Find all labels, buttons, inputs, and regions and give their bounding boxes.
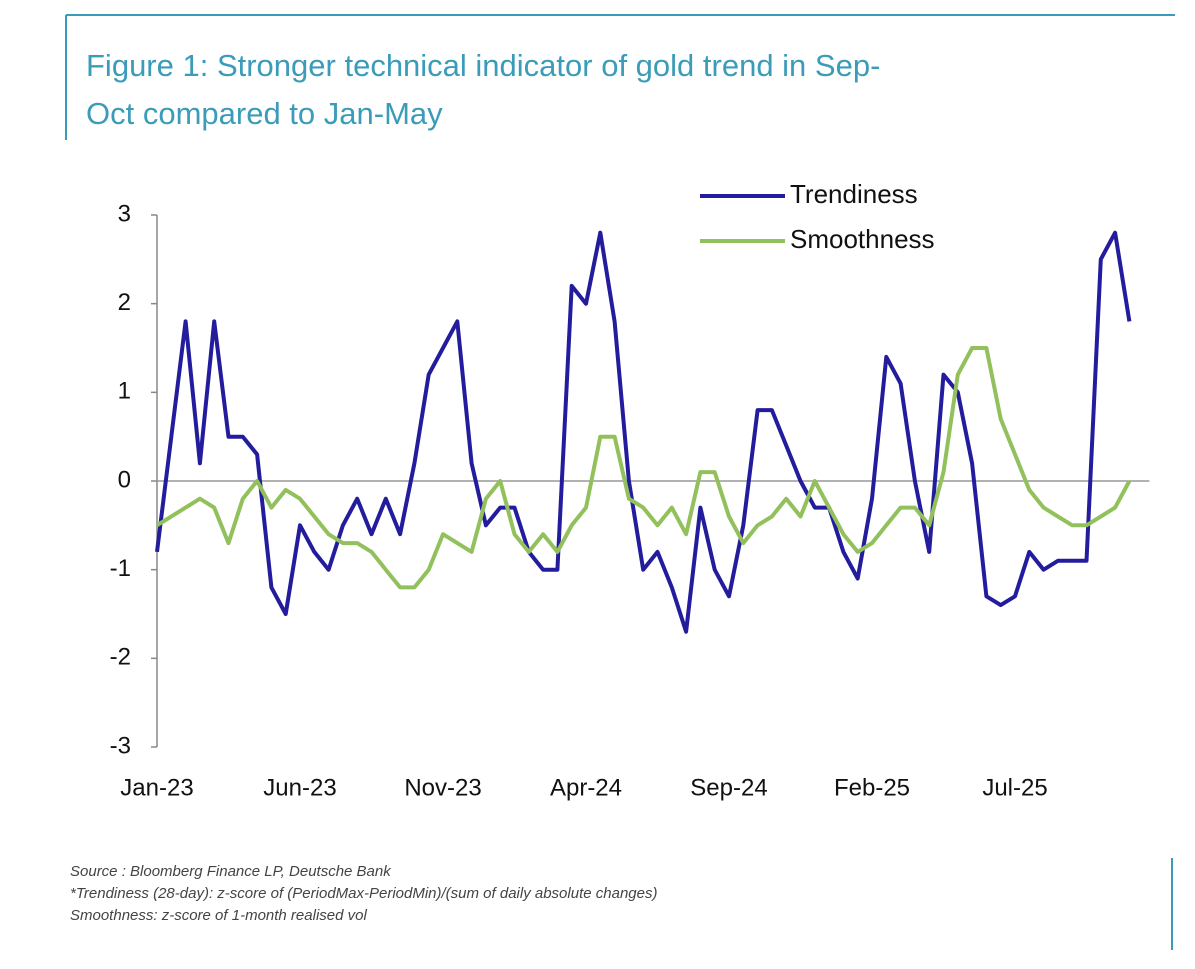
y-tick-label: 2 <box>118 289 131 316</box>
x-tick-label: Sep-24 <box>690 774 767 801</box>
x-tick-label: Apr-24 <box>550 774 622 801</box>
x-tick-label: Jul-25 <box>982 774 1047 801</box>
x-tick-label: Jun-23 <box>263 774 336 801</box>
legend-label: Trendiness <box>790 179 918 209</box>
source-note: Source : Bloomberg Finance LP, Deutsche … <box>70 863 392 880</box>
x-tick-label: Jan-23 <box>120 774 193 801</box>
x-tick-label: Feb-25 <box>834 774 910 801</box>
series-line <box>155 346 1132 590</box>
series-line <box>155 230 1132 634</box>
x-tick-label: Nov-23 <box>404 774 481 801</box>
y-tick-label: 0 <box>118 466 131 493</box>
source-note: Smoothness: z-score of 1-month realised … <box>70 907 367 924</box>
y-tick-label: -1 <box>110 555 131 582</box>
chart-title: Oct compared to Jan-May <box>86 96 443 131</box>
source-note: *Trendiness (28-day): z-score of (Period… <box>70 885 657 902</box>
y-tick-label: -2 <box>110 644 131 671</box>
chart-title: Figure 1: Stronger technical indicator o… <box>86 48 880 83</box>
y-tick-label: 3 <box>118 200 131 227</box>
y-tick-label: 1 <box>118 378 131 405</box>
legend-label: Smoothness <box>790 224 935 254</box>
y-tick-label: -3 <box>110 732 131 759</box>
